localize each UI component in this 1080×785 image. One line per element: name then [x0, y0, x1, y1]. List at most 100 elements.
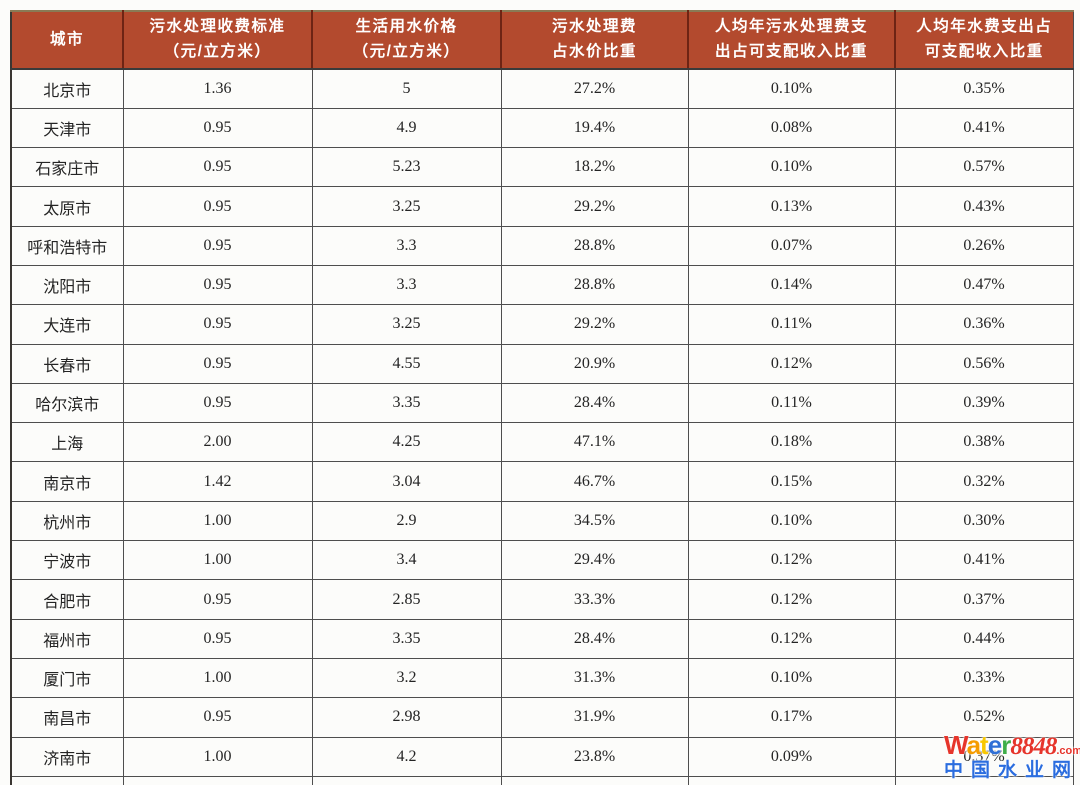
cell-value: 3.04: [311, 461, 502, 502]
cell-value: 3.35: [311, 618, 502, 659]
cell-city: 福州市: [10, 618, 124, 659]
cell-value: 0.12%: [687, 343, 896, 384]
cell-value: 33.3%: [500, 579, 689, 620]
cell-value: 31.9%: [500, 697, 689, 738]
header-sewage-spend-share-of-income: 人均年污水处理费支 出占可支配收入比重: [687, 11, 895, 70]
cell-value: 0.12%: [687, 579, 896, 620]
cell-value: 0.30%: [894, 500, 1074, 542]
cell-value: 28.4%: [500, 382, 689, 424]
cell-value: 4.2: [311, 736, 502, 777]
cell-empty: [500, 775, 689, 785]
cell-value: 4.25: [311, 422, 502, 463]
cell-value: 0.32%: [894, 461, 1074, 502]
cell-city: 呼和浩特市: [10, 225, 124, 266]
cell-value: 23.8%: [500, 736, 689, 777]
table-row: 哈尔滨市 0.95 3.35 28.4% 0.11% 0.39%: [10, 382, 1074, 424]
cell-value: 0.14%: [687, 264, 896, 306]
cell-value: 0.15%: [687, 461, 896, 502]
cell-value: 0.95: [122, 343, 313, 384]
table-row: 呼和浩特市 0.95 3.3 28.8% 0.07% 0.26%: [10, 225, 1074, 266]
header-row: 城市 污水处理收费标准 （元/立方米） 生活用水价格 （元/立方米） 污水处理费…: [11, 11, 1073, 70]
cell-value: 0.09%: [687, 736, 896, 777]
cell-value: 5.23: [311, 147, 502, 188]
cell-value: 0.39%: [894, 382, 1074, 424]
cell-value: 2.98: [311, 697, 502, 738]
cell-value: 0.11%: [687, 382, 896, 424]
cell-value: 0.10%: [687, 68, 896, 109]
cell-value: 2.85: [311, 579, 502, 620]
cell-city: 哈尔滨市: [10, 382, 124, 424]
cell-value: 28.8%: [500, 225, 689, 266]
cell-value: 0.95: [122, 579, 313, 620]
cell-city: 南京市: [10, 461, 124, 502]
cell-value: 1.42: [122, 461, 313, 502]
cell-value: 4.55: [311, 343, 502, 384]
cell-value: 0.43%: [894, 186, 1074, 227]
cell-empty: [894, 775, 1074, 785]
cell-value: 0.11%: [687, 304, 896, 345]
table-row: 上海 2.00 4.25 47.1% 0.18% 0.38%: [10, 422, 1074, 463]
cell-city: 石家庄市: [10, 147, 124, 188]
cell-value: 29.2%: [500, 186, 689, 227]
cell-city: 太原市: [10, 186, 124, 227]
cell-value: 0.17%: [687, 697, 896, 738]
header-water-spend-share-of-income: 人均年水费支出占 可支配收入比重: [894, 11, 1073, 70]
cell-value: 0.26%: [894, 225, 1074, 266]
cell-value: 0.95: [122, 264, 313, 306]
cell-value: 18.2%: [500, 147, 689, 188]
cell-empty: [311, 775, 502, 785]
cell-value: 0.37%: [894, 736, 1074, 777]
table-row: 南昌市 0.95 2.98 31.9% 0.17% 0.52%: [10, 697, 1074, 738]
cell-city: 大连市: [10, 304, 124, 345]
cell-value: 28.8%: [500, 264, 689, 306]
cell-city: 天津市: [10, 107, 124, 149]
cell-value: 0.95: [122, 618, 313, 659]
cell-value: 28.4%: [500, 618, 689, 659]
cell-value: 0.10%: [687, 657, 896, 699]
cell-value: 29.2%: [500, 304, 689, 345]
cell-city: 厦门市: [10, 657, 124, 699]
cell-city: 济南市: [10, 736, 124, 777]
cell-city: 长春市: [10, 343, 124, 384]
cell-value: 0.10%: [687, 500, 896, 542]
cell-city: 沈阳市: [10, 264, 124, 306]
cell-value: 0.95: [122, 186, 313, 227]
table-row: 南京市 1.42 3.04 46.7% 0.15% 0.32%: [10, 461, 1074, 502]
table-row: 济南市 1.00 4.2 23.8% 0.09% 0.37%: [10, 736, 1074, 777]
cell-value: 31.3%: [500, 657, 689, 699]
cell-city: 北京市: [10, 68, 124, 109]
table-row: 福州市 0.95 3.35 28.4% 0.12% 0.44%: [10, 618, 1074, 659]
table-row: 宁波市 1.00 3.4 29.4% 0.12% 0.41%: [10, 540, 1074, 581]
cell-value: 2.00: [122, 422, 313, 463]
table-row: 沈阳市 0.95 3.3 28.8% 0.14% 0.47%: [10, 264, 1074, 306]
cell-city: 南昌市: [10, 697, 124, 738]
cell-value: 0.47%: [894, 264, 1074, 306]
table-row-partial: [10, 775, 1074, 785]
cell-value: 0.08%: [687, 107, 896, 149]
cell-value: 3.3: [311, 225, 502, 266]
cell-city: 合肥市: [10, 579, 124, 620]
cell-value: 1.00: [122, 500, 313, 542]
table-row: 天津市 0.95 4.9 19.4% 0.08% 0.41%: [10, 107, 1074, 149]
cell-value: 0.18%: [687, 422, 896, 463]
cell-empty: [122, 775, 313, 785]
cell-value: 20.9%: [500, 343, 689, 384]
cell-value: 0.41%: [894, 540, 1074, 581]
header-sewage-fee-standard: 污水处理收费标准 （元/立方米）: [122, 11, 312, 70]
cell-value: 0.07%: [687, 225, 896, 266]
cell-value: 3.25: [311, 304, 502, 345]
cell-value: 2.9: [311, 500, 502, 542]
cell-value: 0.37%: [894, 579, 1074, 620]
cell-value: 0.52%: [894, 697, 1074, 738]
cell-value: 3.3: [311, 264, 502, 306]
table-body: 北京市 1.36 5 27.2% 0.10% 0.35% 天津市 0.95 4.9 19.4% 0.…: [10, 68, 1074, 785]
table-row: 石家庄市 0.95 5.23 18.2% 0.10% 0.57%: [10, 147, 1074, 188]
cell-city: 上海: [10, 422, 124, 463]
cell-value: 0.56%: [894, 343, 1074, 384]
cell-value: 0.10%: [687, 147, 896, 188]
cell-value: 0.33%: [894, 657, 1074, 699]
cell-value: 0.38%: [894, 422, 1074, 463]
table-row: 太原市 0.95 3.25 29.2% 0.13% 0.43%: [10, 186, 1074, 227]
cell-value: 46.7%: [500, 461, 689, 502]
